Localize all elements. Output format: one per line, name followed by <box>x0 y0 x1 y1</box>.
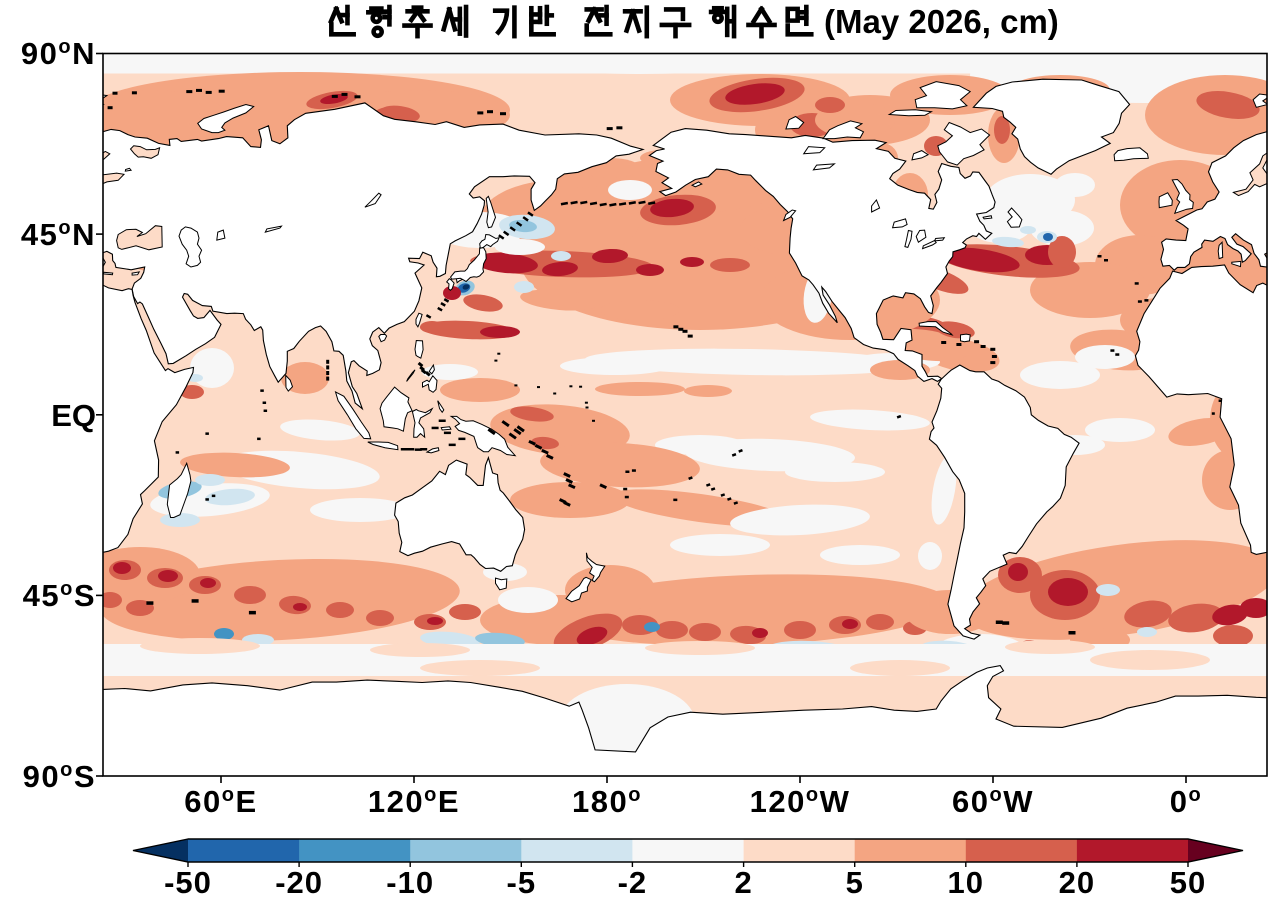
svg-text:45oN: 45oN <box>21 217 96 252</box>
svg-text:-10: -10 <box>386 865 434 900</box>
svg-text:60oE: 60oE <box>184 784 257 819</box>
svg-text:10: 10 <box>948 865 984 900</box>
svg-text:45oS: 45oS <box>23 578 96 613</box>
svg-text:180o: 180o <box>572 784 642 819</box>
svg-text:120oE: 120oE <box>368 784 460 819</box>
svg-text:50: 50 <box>1170 865 1206 900</box>
svg-text:20: 20 <box>1059 865 1095 900</box>
svg-text:120oW: 120oW <box>750 784 851 819</box>
svg-text:90oS: 90oS <box>23 759 96 794</box>
svg-text:-50: -50 <box>164 865 212 900</box>
svg-text:-20: -20 <box>275 865 323 900</box>
svg-text:EQ: EQ <box>51 398 96 433</box>
svg-text:2: 2 <box>734 865 752 900</box>
svg-text:(May 2026, cm): (May 2026, cm) <box>824 3 1059 40</box>
svg-text:-2: -2 <box>618 865 648 900</box>
svg-text:-5: -5 <box>507 865 537 900</box>
svg-text:90oN: 90oN <box>21 36 96 71</box>
svg-text:5: 5 <box>846 865 864 900</box>
